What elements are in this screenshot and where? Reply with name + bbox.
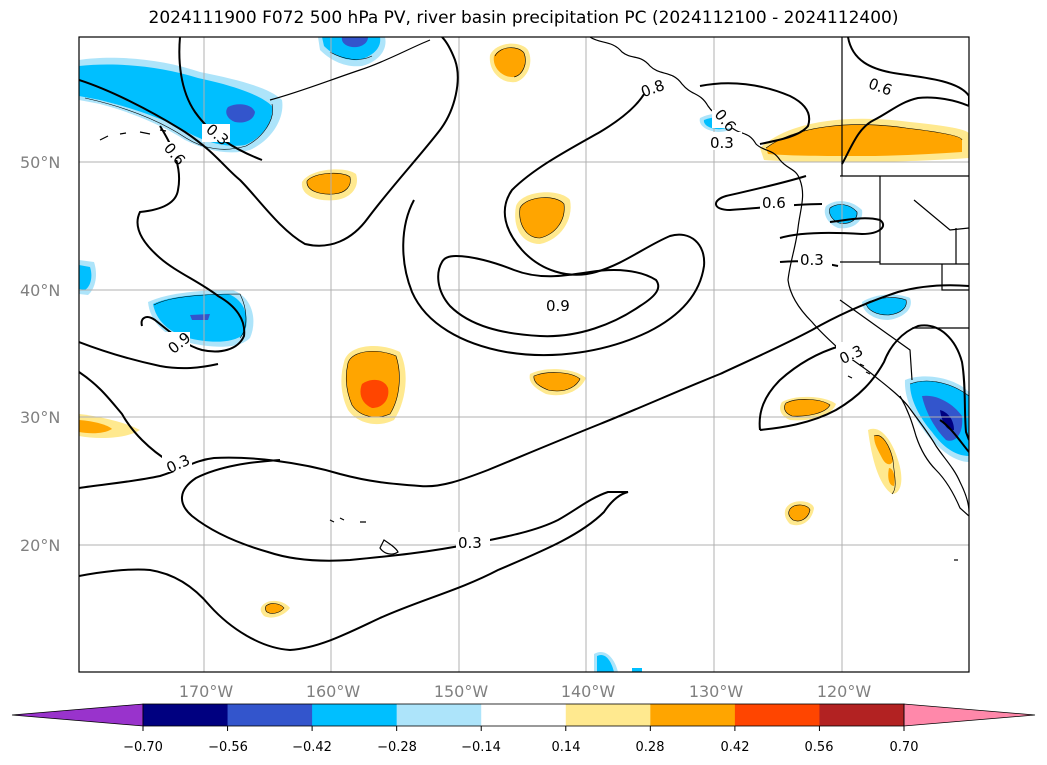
colorbar-tick-label: −0.70 [123,740,163,755]
colorbar-frame [142,703,905,727]
colorbar-tick-label: 0.56 [805,740,834,755]
precip-patch [519,197,565,238]
lat-label: 30°N [20,408,60,427]
precip-patch [493,47,526,78]
contour-label: 0.3 [804,251,828,269]
lon-label: 150°W [434,682,489,701]
precip-negative-patches [79,37,969,672]
precip-patch [190,314,210,320]
lon-label: 160°W [306,682,361,701]
colorbar-segment [312,704,398,726]
contour-label: 0.3 [800,251,824,269]
colorbar-tick-label: −0.42 [292,740,332,755]
lon-label: 170°W [179,682,234,701]
lon-labels: 170°W 160°W 150°W 140°W 130°W 120°W [179,682,872,701]
colorbar-segments [143,704,905,726]
lat-label: 20°N [20,536,60,555]
precip-positive-patches [79,43,969,618]
precip-patch [788,504,810,521]
colorbar-tick-label: −0.28 [377,740,417,755]
precip-patch [766,124,962,156]
colorbar-extend-right [903,703,1036,727]
precip-patch [784,399,830,417]
lat-label: 50°N [20,153,60,172]
precip-patch [597,654,614,672]
colorbar-segment [734,704,820,726]
colorbar: −0.70 −0.56 −0.42 −0.28 −0.14 0.14 0.28 … [11,703,1036,755]
colorbar-extend-left [11,703,144,727]
colorbar-ticks [142,726,905,731]
precip-patch [533,372,580,391]
precip-patch [226,104,255,123]
colorbar-segment [396,704,482,726]
lat-label: 40°N [20,281,60,300]
colorbar-tick-label: −0.14 [461,740,501,755]
pv-contours [79,37,969,652]
colorbar-segment [143,704,229,726]
colorbar-tick-label: 0.28 [636,740,665,755]
colorbar-segment [565,704,651,726]
colorbar-tick-label: −0.56 [208,740,248,755]
colorbar-segment [481,704,567,726]
lon-label: 140°W [561,682,616,701]
colorbar-segment [227,704,313,726]
contour-label: 0.6 [762,194,786,212]
coastlines [99,37,969,561]
lon-label: 120°W [817,682,872,701]
precip-patch [265,603,284,614]
precip-patch [874,435,893,465]
precip-patch [341,37,368,48]
precip-patch [866,297,907,315]
contour-label: 0.3 [458,534,482,552]
contour-label: 0.9 [546,297,570,315]
map-title: 2024111900 F072 500 hPa PV, river basin … [148,8,899,28]
precip-patch [940,410,954,431]
colorbar-segment [650,704,736,726]
lat-labels: 50°N 40°N 30°N 20°N [20,153,60,555]
lon-label: 130°W [689,682,744,701]
precip-patch [79,265,92,290]
precip-patch [79,420,112,434]
colorbar-tick-labels: −0.70 −0.56 −0.42 −0.28 −0.14 0.14 0.28 … [123,740,918,755]
colorbar-tick-label: 0.14 [552,740,581,755]
precip-patch [306,173,351,195]
precip-patch [632,668,642,672]
colorbar-segment [819,704,905,726]
colorbar-tick-label: 0.42 [721,740,750,755]
map-frame [78,36,970,673]
precip-patch [888,468,895,486]
contour-label: 0.3 [710,134,734,152]
precip-patch [360,379,389,408]
colorbar-tick-label: 0.70 [890,740,919,755]
